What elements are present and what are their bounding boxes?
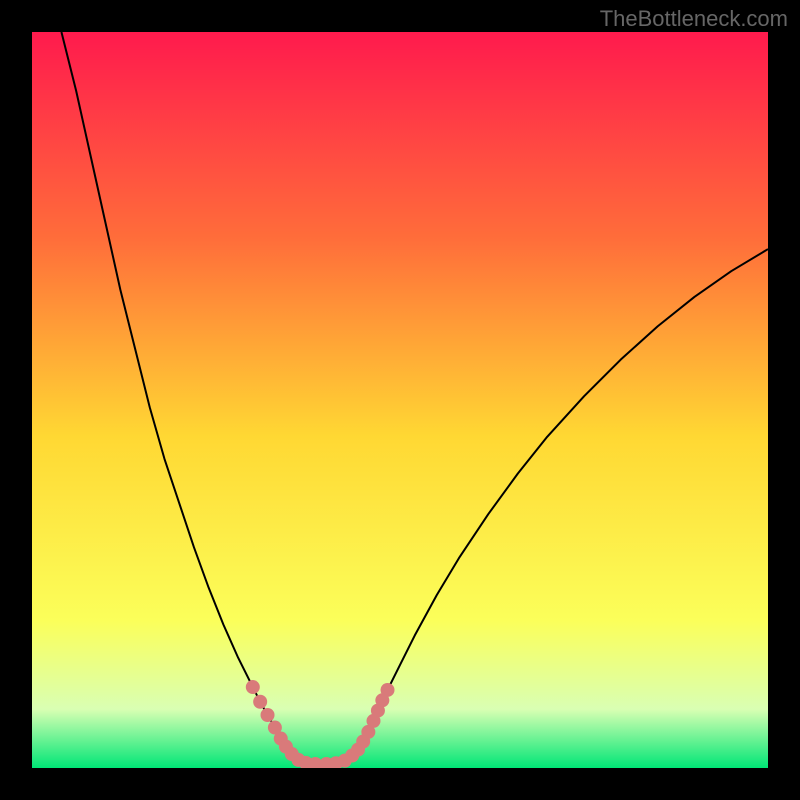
marker-dot xyxy=(253,695,267,709)
canvas: TheBottleneck.com xyxy=(0,0,800,800)
marker-dot xyxy=(246,680,260,694)
gradient-background xyxy=(32,32,768,768)
watermark-text: TheBottleneck.com xyxy=(600,6,788,32)
marker-dot xyxy=(261,708,275,722)
plot-svg xyxy=(32,32,768,768)
marker-dot xyxy=(380,683,394,697)
plot-area xyxy=(32,32,768,768)
